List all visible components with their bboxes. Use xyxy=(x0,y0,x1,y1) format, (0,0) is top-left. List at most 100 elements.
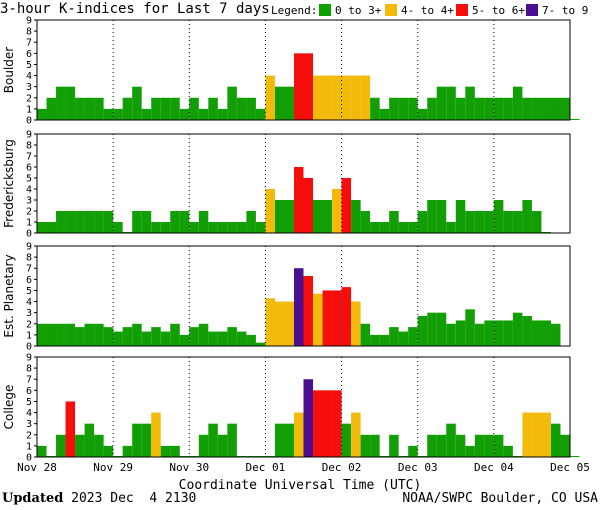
kp-bar xyxy=(531,97,542,120)
kp-bar xyxy=(46,222,57,233)
kp-bar xyxy=(360,323,371,346)
kp-bar xyxy=(436,200,447,233)
y-tick-label: 8 xyxy=(26,253,32,264)
kp-bar xyxy=(313,293,323,346)
kp-bar xyxy=(408,97,418,120)
kp-bar xyxy=(360,75,371,120)
kp-bar xyxy=(141,108,152,120)
kp-bar xyxy=(208,97,218,120)
kp-bar xyxy=(170,323,180,346)
y-tick-label: 7 xyxy=(26,264,32,275)
kp-bar xyxy=(522,97,532,120)
kp-bar xyxy=(265,298,275,346)
kp-bar xyxy=(465,309,475,346)
kp-bar xyxy=(293,53,304,121)
kp-bar xyxy=(341,423,352,457)
kp-bar xyxy=(351,412,361,457)
kp-bar xyxy=(284,301,294,346)
kp-bar xyxy=(246,211,256,233)
kp-bar xyxy=(113,331,123,346)
y-tick-label: 9 xyxy=(26,130,32,141)
kp-bar xyxy=(103,108,114,120)
kp-bar xyxy=(512,211,523,233)
y-tick-label: 9 xyxy=(26,16,32,27)
kp-bar xyxy=(332,290,342,346)
kp-bar xyxy=(56,211,66,233)
kp-bar xyxy=(198,434,209,457)
y-tick-label: 9 xyxy=(26,353,32,364)
kp-bar xyxy=(503,320,513,346)
kp-bar xyxy=(446,222,456,233)
kp-bar xyxy=(503,97,513,120)
kp-bar xyxy=(132,86,142,120)
kp-bar xyxy=(389,434,399,457)
kp-bar xyxy=(303,53,314,121)
panel-frame xyxy=(36,356,571,458)
kp-bar xyxy=(255,222,266,233)
y-tick-label: 7 xyxy=(26,152,32,163)
kp-bar xyxy=(246,97,256,120)
kp-bar xyxy=(370,434,380,457)
y-tick-label: 6 xyxy=(26,275,32,286)
kp-bar xyxy=(427,97,437,120)
y-tick-label: 1 xyxy=(26,104,32,115)
kp-bar xyxy=(179,211,190,233)
kp-bar xyxy=(103,211,114,233)
kp-bar xyxy=(84,423,95,457)
kp-bar xyxy=(484,320,494,346)
kp-bar xyxy=(436,86,447,120)
kp-bar xyxy=(94,434,104,457)
kp-bar xyxy=(56,86,66,120)
kp-bar xyxy=(408,222,418,233)
y-tick-label: 9 xyxy=(26,242,32,253)
kp-bar xyxy=(427,312,437,346)
kp-bar xyxy=(341,75,352,120)
kp-bar xyxy=(293,412,304,457)
kp-bar xyxy=(531,412,542,457)
kp-bar xyxy=(474,97,485,120)
kp-bar xyxy=(293,167,304,233)
y-tick-label: 7 xyxy=(26,375,32,386)
kp-bar xyxy=(370,97,380,120)
kp-bar xyxy=(160,222,171,233)
y-tick-label: 0 xyxy=(26,229,32,240)
kp-bar xyxy=(46,323,57,346)
panel-frame xyxy=(36,133,571,234)
kp-bar xyxy=(313,75,323,120)
kp-bar xyxy=(151,327,161,346)
kp-bar xyxy=(160,445,171,457)
kp-bar xyxy=(113,222,123,233)
kp-bar xyxy=(389,211,399,233)
kp-bar xyxy=(160,331,171,346)
kp-bar xyxy=(570,456,580,457)
kp-bar xyxy=(427,200,437,233)
y-tick-label: 4 xyxy=(26,408,32,419)
y-tick-label: 2 xyxy=(26,319,32,330)
kp-bar xyxy=(550,97,561,120)
kp-bar xyxy=(37,222,47,233)
kp-bar xyxy=(332,189,342,233)
y-tick-label: 4 xyxy=(26,297,32,308)
kp-bar xyxy=(284,423,294,457)
panel-label: Est. Planetary xyxy=(2,254,16,337)
y-tick-label: 5 xyxy=(26,60,32,71)
kp-bar xyxy=(208,331,218,346)
kp-bar xyxy=(360,434,371,457)
kp-bar xyxy=(541,97,551,120)
kp-bar xyxy=(493,320,504,346)
kp-bar xyxy=(37,323,47,346)
kp-bar xyxy=(370,334,380,346)
updated-label: Updated xyxy=(2,491,64,506)
kp-bar xyxy=(217,434,228,457)
kp-bar xyxy=(198,323,209,346)
x-tick-label: Dec 02 xyxy=(322,461,362,474)
kp-bar xyxy=(236,97,247,120)
kp-bar xyxy=(217,331,228,346)
kp-bar xyxy=(265,189,275,233)
kp-bar xyxy=(322,390,333,457)
y-tick-label: 8 xyxy=(26,27,32,38)
legend-item-green: 0 to 3+ xyxy=(335,4,382,17)
kp-bar xyxy=(351,200,361,233)
y-tick-label: 5 xyxy=(26,174,32,185)
